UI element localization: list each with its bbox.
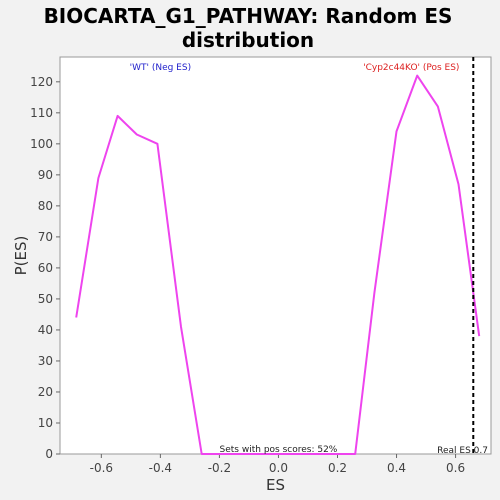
x-tick-label: 0.6: [446, 461, 465, 475]
plot-area: [59, 56, 492, 455]
y-tick-label: 60: [38, 261, 53, 275]
x-tick-label: 0.0: [269, 461, 288, 475]
y-tick-label: 80: [38, 199, 53, 213]
x-tick-label: 0.4: [387, 461, 406, 475]
sets-pos-scores-label: Sets with pos scores: 52%: [220, 445, 338, 455]
series-line: [75, 74, 481, 455]
y-tick-label: 110: [30, 106, 53, 120]
y-tick-label: 50: [38, 292, 53, 306]
y-tick-label: 120: [30, 75, 53, 89]
real-es-label: Real ES 0.7: [437, 446, 488, 456]
y-tick-label: 70: [38, 230, 53, 244]
y-tick-label: 40: [38, 323, 53, 337]
y-tick-label: 100: [30, 137, 53, 151]
y-tick-label: 30: [38, 354, 53, 368]
neg-es-label: 'WT' (Neg ES): [130, 63, 191, 73]
y-tick-label: 0: [45, 447, 53, 461]
x-tick-label: 0.2: [328, 461, 347, 475]
x-tick-label: -0.2: [208, 461, 231, 475]
y-axis-label: P(ES): [12, 236, 30, 276]
x-axis-label: ES: [266, 476, 285, 494]
x-tick-label: -0.4: [149, 461, 172, 475]
y-tick-label: 20: [38, 385, 53, 399]
y-tick-label: 90: [38, 168, 53, 182]
y-tick-label: 10: [38, 416, 53, 430]
pos-es-label: 'Cyp2c44KO' (Pos ES): [363, 63, 459, 73]
x-tick-label: -0.6: [90, 461, 113, 475]
series-lines: [75, 74, 481, 455]
axis-ticks: 0 10 20 30 40 50 60 70 80 90 100 110 120 -0.6 -0.4 -0.2…: [30, 75, 465, 475]
chart-title-line1: BIOCARTA_G1_PATHWAY: Random ES: [44, 4, 453, 28]
chart-title-line2: distribution: [182, 28, 314, 52]
